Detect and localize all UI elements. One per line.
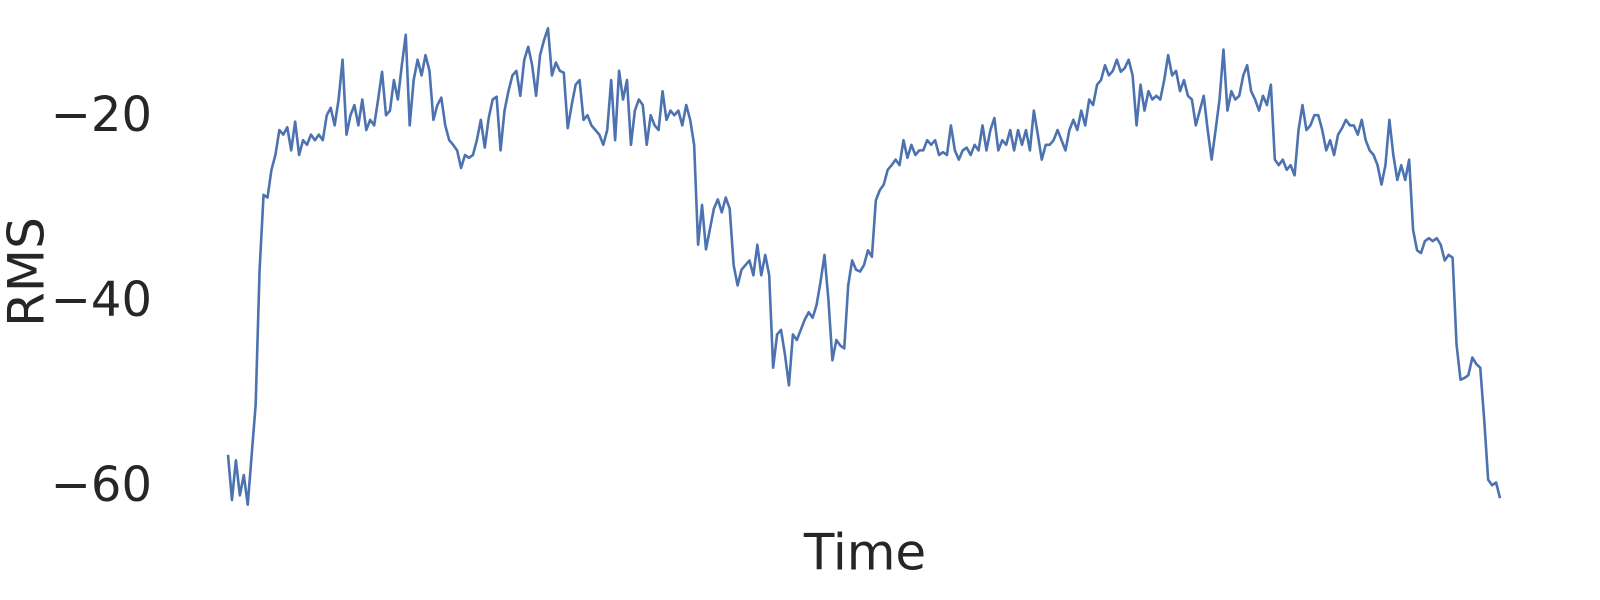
y-axis-label: RMS (0, 217, 56, 327)
y-tick-label: −40 (51, 272, 152, 328)
line (226, 26, 1502, 506)
x-axis-label: Time (803, 524, 926, 582)
y-tick-label: −60 (51, 457, 152, 513)
y-tick-label: −20 (51, 87, 152, 143)
